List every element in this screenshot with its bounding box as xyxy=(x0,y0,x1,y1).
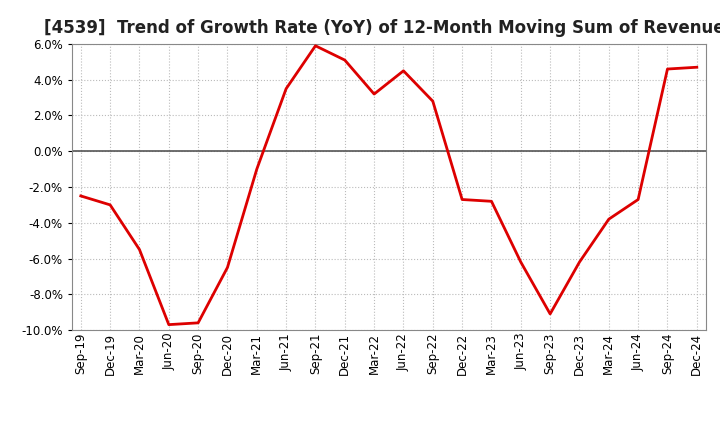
Title: [4539]  Trend of Growth Rate (YoY) of 12-Month Moving Sum of Revenues: [4539] Trend of Growth Rate (YoY) of 12-… xyxy=(43,19,720,37)
